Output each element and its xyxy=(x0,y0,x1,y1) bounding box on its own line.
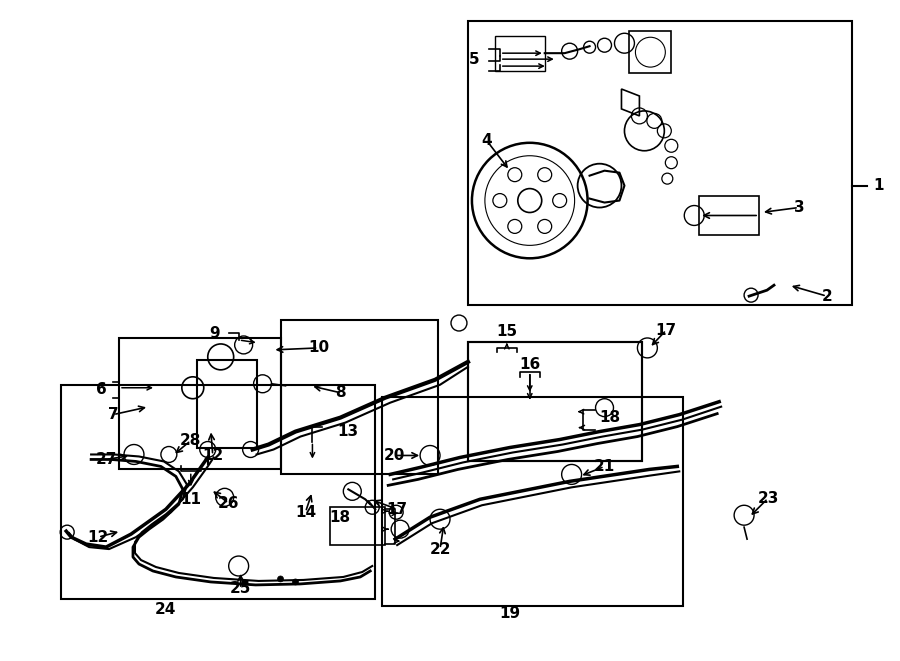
Bar xyxy=(197,360,256,447)
Text: 12: 12 xyxy=(87,529,109,545)
Text: 7: 7 xyxy=(108,407,119,422)
Text: 10: 10 xyxy=(308,340,329,356)
Text: 25: 25 xyxy=(230,582,251,596)
Circle shape xyxy=(292,579,299,585)
Bar xyxy=(382,397,683,606)
Text: 9: 9 xyxy=(210,327,220,342)
Circle shape xyxy=(553,194,567,208)
Text: 1: 1 xyxy=(873,178,884,193)
Text: 23: 23 xyxy=(757,490,778,506)
Circle shape xyxy=(277,576,284,582)
Bar xyxy=(61,385,375,599)
Text: 27: 27 xyxy=(95,452,117,467)
Circle shape xyxy=(508,168,522,182)
Text: 13: 13 xyxy=(338,424,359,439)
Text: 18: 18 xyxy=(329,510,351,525)
Text: 2: 2 xyxy=(822,289,832,303)
Text: 6: 6 xyxy=(95,382,106,397)
Text: 12: 12 xyxy=(202,448,223,463)
Text: 15: 15 xyxy=(496,325,518,340)
Bar xyxy=(495,36,544,71)
Text: 19: 19 xyxy=(500,606,520,621)
Text: 18: 18 xyxy=(598,410,620,425)
Bar xyxy=(699,196,759,235)
Circle shape xyxy=(537,168,552,182)
Text: 20: 20 xyxy=(383,448,405,463)
Circle shape xyxy=(508,219,522,233)
Text: 17: 17 xyxy=(387,502,408,517)
Text: 11: 11 xyxy=(180,492,202,507)
Text: 16: 16 xyxy=(519,358,540,372)
Bar xyxy=(629,31,671,73)
Bar xyxy=(468,21,851,305)
Circle shape xyxy=(493,194,507,208)
Text: 14: 14 xyxy=(295,505,316,520)
Text: 24: 24 xyxy=(155,602,176,617)
Bar xyxy=(468,342,643,461)
Bar xyxy=(468,342,643,461)
Text: 28: 28 xyxy=(180,433,202,448)
Text: 22: 22 xyxy=(429,541,451,557)
Text: 4: 4 xyxy=(482,134,492,148)
Bar xyxy=(119,338,281,469)
Text: 21: 21 xyxy=(594,459,615,474)
Bar xyxy=(281,320,438,475)
Bar xyxy=(330,507,385,545)
Text: 3: 3 xyxy=(794,200,805,215)
Text: 26: 26 xyxy=(218,496,239,511)
Text: 8: 8 xyxy=(335,385,346,401)
Circle shape xyxy=(537,219,552,233)
Text: 17: 17 xyxy=(656,323,677,338)
Text: 5: 5 xyxy=(469,52,479,67)
